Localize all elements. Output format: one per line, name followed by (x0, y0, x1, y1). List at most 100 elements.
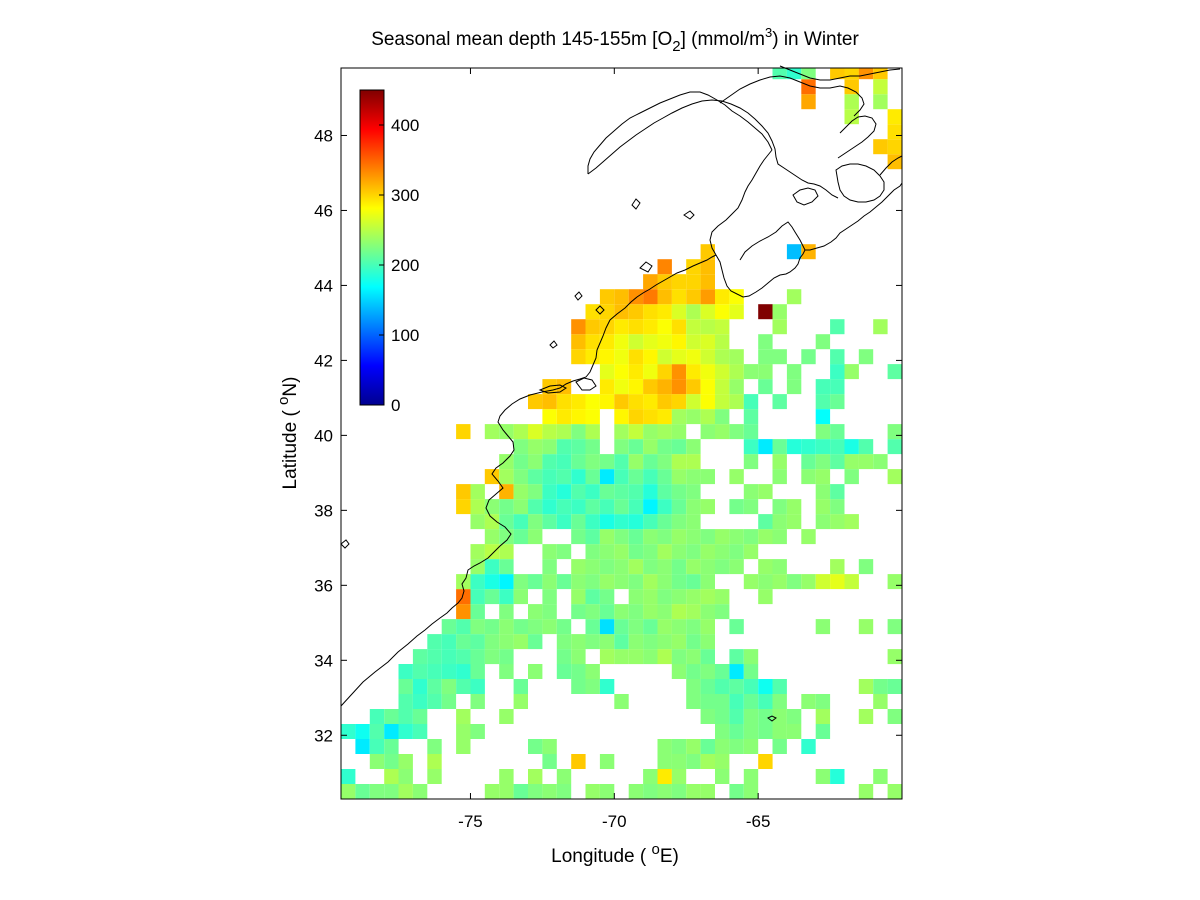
data-cell (743, 409, 759, 425)
data-cell (700, 559, 715, 575)
data-cell (671, 769, 687, 784)
data-cell (887, 679, 902, 694)
data-cell (628, 649, 644, 665)
y-tick-label: 38 (314, 501, 333, 520)
data-cell (528, 664, 543, 679)
data-cell (643, 589, 658, 605)
data-cell (815, 394, 831, 410)
data-cell (614, 484, 629, 500)
data-cell (499, 649, 514, 665)
data-cell (369, 784, 385, 799)
data-cell (628, 574, 644, 590)
data-cell (614, 634, 629, 650)
data-cell (772, 694, 787, 709)
data-cell (643, 769, 658, 784)
data-cell (384, 754, 399, 769)
data-cell (815, 574, 831, 590)
data-cell (700, 694, 715, 709)
data-cell (815, 499, 831, 515)
data-cell (599, 334, 615, 350)
data-cell (657, 394, 672, 410)
data-cell (671, 514, 687, 530)
data-cell (614, 364, 629, 380)
data-cell (700, 649, 715, 665)
data-cell (585, 619, 600, 635)
data-cell (671, 664, 687, 679)
data-cell (499, 769, 514, 784)
data-cell (671, 409, 687, 425)
data-cell (355, 724, 370, 739)
data-cell (758, 754, 773, 769)
data-cell (456, 484, 471, 500)
data-cell (671, 334, 687, 350)
data-cell (801, 739, 816, 754)
data-cell (887, 124, 902, 140)
data-cell (715, 724, 730, 739)
data-cell (686, 304, 701, 320)
colorbar-gradient (359, 89, 385, 406)
data-cell (715, 304, 730, 320)
data-cell (772, 739, 787, 754)
data-cell (571, 319, 586, 335)
data-cell (715, 334, 730, 350)
data-cell (887, 709, 902, 724)
data-cell (671, 739, 687, 754)
data-cell (887, 574, 902, 590)
data-cell (715, 739, 730, 754)
data-cell (700, 364, 715, 380)
data-cell (513, 634, 528, 650)
data-cell (441, 649, 457, 665)
data-cell (671, 544, 687, 560)
data-cell (513, 574, 528, 590)
data-cell (542, 784, 557, 799)
data-cell (441, 694, 457, 709)
data-cell (643, 784, 658, 799)
data-cell (571, 679, 586, 694)
data-cell (513, 589, 528, 605)
data-cell (470, 619, 485, 635)
data-cell (729, 424, 744, 440)
data-cell (830, 574, 845, 590)
data-cell (643, 334, 658, 350)
data-cell (556, 454, 572, 470)
data-cell (398, 694, 413, 709)
data-cell (585, 514, 600, 530)
data-cell (686, 529, 701, 545)
data-cell (484, 514, 500, 530)
data-cell (786, 514, 802, 530)
data-cell (657, 514, 672, 530)
data-cell (715, 364, 730, 380)
data-cell (585, 784, 600, 799)
data-cell (571, 634, 586, 650)
data-cell (398, 664, 413, 679)
data-cell (700, 574, 715, 590)
data-cell (729, 364, 744, 380)
data-cell (484, 649, 500, 665)
data-cell (830, 349, 845, 365)
data-cell (614, 469, 629, 485)
data-cell (758, 484, 773, 500)
data-cell (758, 439, 773, 455)
data-cell (844, 454, 859, 470)
data-cell (571, 574, 586, 590)
data-cell (470, 589, 485, 605)
data-cell (743, 724, 759, 739)
data-cell (671, 649, 687, 665)
data-cell (700, 784, 715, 799)
data-cell (470, 694, 485, 709)
data-cell (758, 574, 773, 590)
data-cell (499, 559, 514, 575)
data-cell (456, 619, 471, 635)
data-cell (470, 499, 485, 515)
data-cell (528, 394, 543, 410)
data-cell (513, 469, 528, 485)
data-cell (815, 439, 831, 455)
data-cell (614, 424, 629, 440)
data-cell (528, 784, 543, 799)
data-cell (786, 709, 802, 724)
data-cell (585, 424, 600, 440)
data-cell (786, 574, 802, 590)
data-cell (858, 349, 874, 365)
data-cell (686, 319, 701, 335)
data-cell (657, 499, 672, 515)
